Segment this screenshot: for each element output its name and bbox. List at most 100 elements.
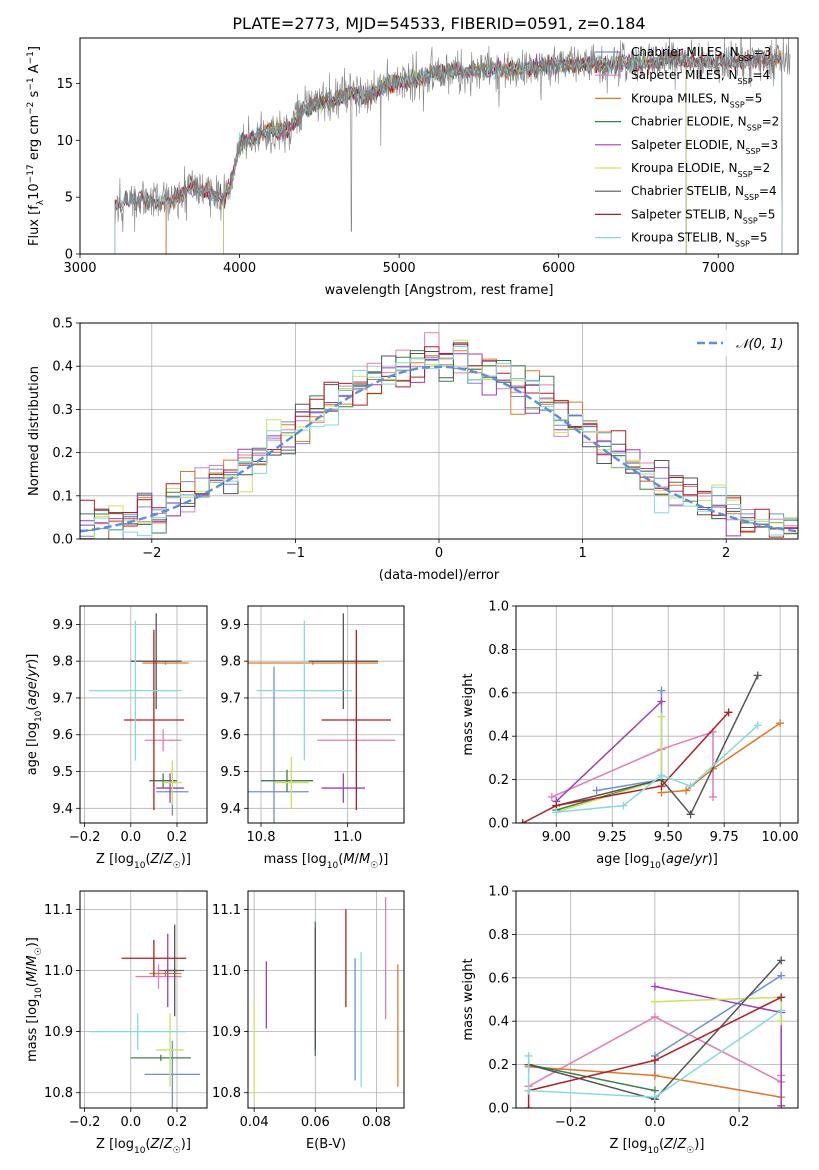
weight-marker-kroupa_elodie xyxy=(657,712,666,721)
weight-marker-kroupa_stelib xyxy=(686,782,695,791)
weight-line-kroupa_elodie xyxy=(556,716,663,813)
residuals-plot: −2 −1 0 1 2 0.0 0.1 0.2 0.3 0.4 0.5 (data-model)/er… xyxy=(27,317,799,583)
weight-line-salpeter_elodie xyxy=(555,700,663,802)
weight-line-kroupa_miles xyxy=(661,722,781,794)
y-axis-label: mass [log10(M/M☉)] xyxy=(25,937,44,1062)
error-bars xyxy=(248,613,396,823)
weight-marker-kroupa_stelib xyxy=(552,808,561,817)
y-tick-label: 9.6 xyxy=(220,728,241,743)
weight-lines xyxy=(524,956,786,1108)
weight-marker-salpeter_stelib xyxy=(724,708,733,717)
x-tick-label: 1 xyxy=(578,546,586,561)
errorbar-salpeter_elodie xyxy=(321,773,365,803)
weight-marker-salpeter_miles xyxy=(708,792,717,801)
y-tick-label: 0.0 xyxy=(52,533,73,548)
axes-frame xyxy=(515,890,799,1109)
y-tick-label: 10.9 xyxy=(44,1025,73,1040)
x-tick-label: 0.0 xyxy=(645,1115,666,1130)
x-axis-label: wavelength [Angstrom, rest frame] xyxy=(325,283,554,298)
error-bars xyxy=(253,897,399,1099)
y-tick-label: 0.2 xyxy=(52,446,73,461)
x-tick-label: 0.0 xyxy=(120,1115,141,1130)
spectrum-model-salpeter_elodie xyxy=(223,48,687,254)
weight-vs-metallicity-plot: −0.2 0.0 0.2 0.0 0.2 0.4 0.6 0.8 1.0 Z [log10(Z/Z… xyxy=(461,885,799,1156)
mass-vs-metallicity-plot: −0.2 0.0 0.2 10.8 10.9 11.0 11.1 Z [log10(Z/Z☉)… xyxy=(25,890,208,1156)
y-tick-label: 0.4 xyxy=(52,360,73,375)
weight-line-kroupa_stelib xyxy=(527,1009,782,1098)
age-vs-metallicity-plot: −0.2 0.0 0.2 9.4 9.5 9.6 9.7 9.8 9.9 Z [log10(Z/Z… xyxy=(25,605,208,871)
x-tick-label: 0.08 xyxy=(362,1115,391,1130)
errorbar-chabrier_elodie xyxy=(261,769,313,792)
spectrum-lines xyxy=(114,38,791,254)
y-tick-label: 11.1 xyxy=(44,903,73,918)
gaussian-curve xyxy=(80,365,798,533)
y-tick-label: 11.1 xyxy=(212,903,241,918)
x-tick-label: 0 xyxy=(435,546,443,561)
y-tick-label: 9.6 xyxy=(52,728,73,743)
y-tick-label: 9.9 xyxy=(52,618,73,633)
spectrum-model-chabrier_elodie xyxy=(223,52,687,254)
histogram-salpeter_stelib xyxy=(80,343,798,538)
y-tick-label: 0.2 xyxy=(488,1058,509,1073)
y-tick-label: 0 xyxy=(65,248,73,263)
weight-marker-kroupa_stelib xyxy=(524,1086,533,1095)
weight-marker-kroupa_elodie xyxy=(650,997,659,1006)
x-tick-label: 9.75 xyxy=(710,830,739,845)
x-axis-label: age [log10(age/yr)] xyxy=(596,852,718,871)
legend-label-salpeter_miles: Salpeter MILES, NSSP=4 xyxy=(631,68,770,86)
weight-line-salpeter_elodie xyxy=(654,985,782,1106)
weight-marker-chabrier_miles xyxy=(657,686,666,695)
weight-line-salpeter_stelib xyxy=(522,711,730,823)
y-tick-label: 0.4 xyxy=(488,1015,509,1030)
y-tick-label: 0.4 xyxy=(488,730,509,745)
weight-marker-kroupa_stelib xyxy=(777,1006,786,1015)
x-tick-label: 0.2 xyxy=(729,1115,750,1130)
mass-vs-ebv-plot: 0.04 0.06 0.08 10.8 10.9 11.0 11.1 E(B-V) xyxy=(212,890,405,1152)
weight-marker-kroupa_miles xyxy=(650,1071,659,1080)
axes-frame xyxy=(247,890,405,1109)
weight-line-chabrier_elodie xyxy=(528,1063,656,1092)
axes-frame xyxy=(79,890,208,1109)
legend-label-salpeter_stelib: Salpeter STELIB, NSSP=5 xyxy=(631,207,775,225)
axes-frame xyxy=(79,322,799,540)
axes-frame xyxy=(247,605,405,824)
weight-marker-salpeter_stelib xyxy=(524,1104,533,1108)
errorbar-chabrier_stelib xyxy=(165,924,184,1017)
errorbar-salpeter_stelib xyxy=(123,629,184,811)
y-axis-label: mass weight xyxy=(461,958,476,1040)
x-axis-label: mass [log10(M/M☉)] xyxy=(264,852,389,871)
legend-label-chabrier_stelib: Chabrier STELIB, NSSP=4 xyxy=(631,184,777,202)
y-tick-label: 0.6 xyxy=(488,686,509,701)
y-tick-label: 11.0 xyxy=(212,964,241,979)
x-tick-label: 0.2 xyxy=(167,830,188,845)
x-tick-label: 0.04 xyxy=(240,1115,269,1130)
x-tick-label: 3000 xyxy=(63,261,96,276)
errorbar-chabrier_stelib xyxy=(308,613,378,709)
x-tick-label: 0.0 xyxy=(120,830,141,845)
legend-label-gaussian: 𝒩(0, 1) xyxy=(736,337,783,352)
errorbar-chabrier_elodie xyxy=(130,1054,191,1061)
y-tick-label: 0.1 xyxy=(52,489,73,504)
x-tick-label: 10.8 xyxy=(247,830,276,845)
x-axis-label: Z [log10(Z/Z☉)] xyxy=(610,1137,705,1156)
y-tick-label: 1.0 xyxy=(488,885,509,900)
y-tick-label: 9.8 xyxy=(52,655,73,670)
weight-marker-salpeter_stelib xyxy=(650,1056,659,1065)
y-tick-label: 9.4 xyxy=(52,802,73,817)
y-tick-label: 10.9 xyxy=(212,1025,241,1040)
errorbar-kroupa_miles xyxy=(149,970,182,977)
errorbar-kroupa_elodie xyxy=(163,760,182,805)
x-tick-label: 0.2 xyxy=(167,1115,188,1130)
errorbar-kroupa_stelib xyxy=(256,620,352,761)
x-axis-label: Z [log10(Z/Z☉)] xyxy=(96,852,191,871)
x-tick-label: 6000 xyxy=(542,261,575,276)
weight-line-chabrier_stelib xyxy=(556,675,759,816)
weight-marker-kroupa_miles xyxy=(776,719,785,728)
x-tick-label: 9.00 xyxy=(542,830,571,845)
spectrum-plot: 3000 4000 5000 6000 7000 0 5 10 15 wavelength [An… xyxy=(26,37,799,298)
y-tick-label: 11.0 xyxy=(44,964,73,979)
weight-lines xyxy=(518,671,785,823)
y-axis-label: Flux [fλ10−17 erg cm−2 s−1 A−1] xyxy=(26,46,46,246)
x-tick-label: −0.2 xyxy=(555,1115,587,1130)
x-tick-label: −0.2 xyxy=(69,830,101,845)
